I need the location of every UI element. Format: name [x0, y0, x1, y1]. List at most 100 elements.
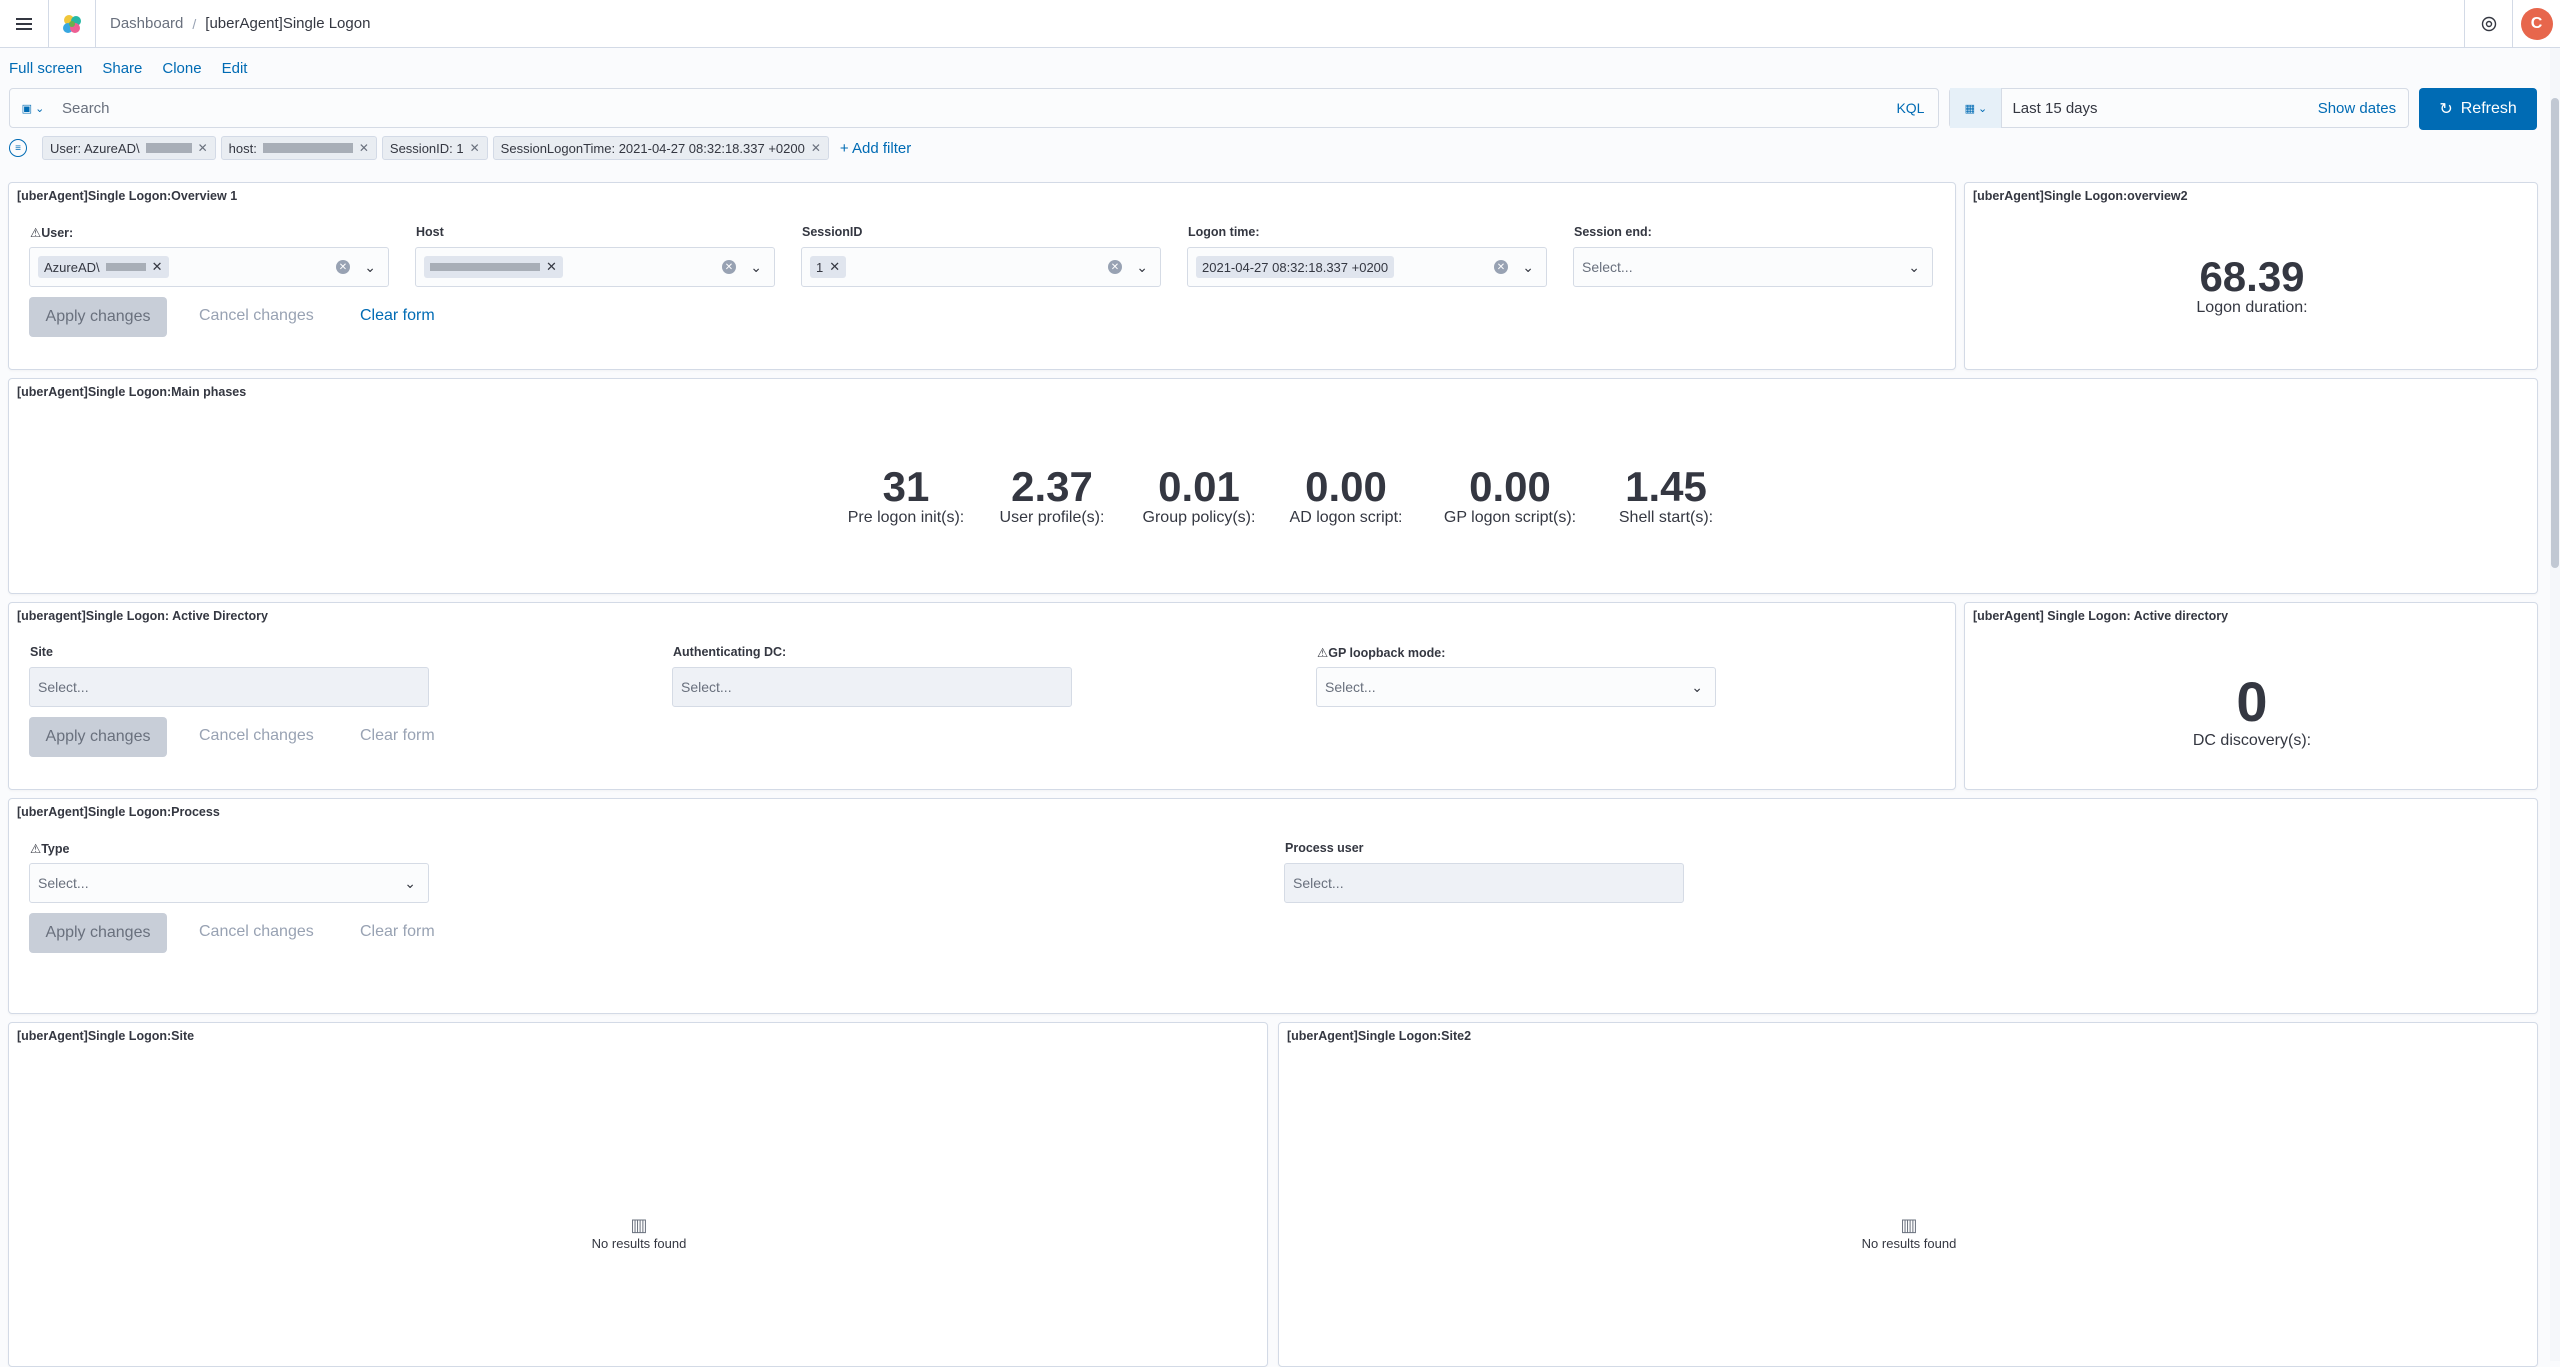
menu-toggle-icon[interactable]: [0, 0, 48, 48]
chevron-down-icon[interactable]: ⌄: [1691, 678, 1703, 695]
remove-chip-icon[interactable]: ✕: [546, 259, 557, 274]
scrollbar-thumb[interactable]: [2551, 98, 2559, 568]
clear-icon[interactable]: ✕: [336, 260, 350, 274]
edit-link[interactable]: Edit: [221, 59, 248, 77]
metric-label: Shell start(s):: [1618, 509, 1714, 527]
host-chip: ✕: [424, 256, 563, 278]
remove-filter-icon[interactable]: ✕: [810, 141, 821, 155]
calendar-icon[interactable]: ▦ ⌄: [1950, 88, 2003, 128]
metric-value: 0.00: [1305, 463, 1387, 510]
filter-pill-logontime[interactable]: SessionLogonTime: 2021-04-27 08:32:18.33…: [492, 136, 829, 160]
metric-label: DC discovery(s):: [2192, 731, 2312, 749]
remove-chip-icon[interactable]: ✕: [829, 259, 841, 274]
add-filter-button[interactable]: + Add filter: [839, 139, 912, 157]
panel-title: [uberagent]Single Logon: Active Director…: [17, 609, 268, 623]
search-input[interactable]: Search: [62, 99, 110, 117]
filter-pill-session[interactable]: SessionID: 1 ✕: [381, 136, 488, 160]
page-scrollbar[interactable]: [2550, 48, 2560, 1361]
show-dates-button[interactable]: Show dates: [2317, 99, 2397, 117]
remove-filter-icon[interactable]: ✕: [469, 141, 480, 155]
metric-value: 0.00: [1469, 463, 1551, 510]
panel-ad-metric: [uberAgent] Single Logon: Active directo…: [1964, 602, 2538, 790]
session-end-combo[interactable]: Select... ⌄: [1573, 247, 1933, 287]
redacted-block: [145, 143, 192, 153]
type-combo[interactable]: Select... ⌄: [29, 863, 429, 903]
panel-title: [uberAgent]Single Logon:Site: [17, 1029, 195, 1043]
chevron-down-icon[interactable]: ⌄: [1908, 258, 1920, 275]
remove-filter-icon[interactable]: ✕: [197, 141, 208, 155]
metric-value: 31: [882, 463, 930, 510]
panel-overview2: [uberAgent]Single Logon:overview2 68.39 …: [1964, 182, 2538, 370]
elastic-logo-icon[interactable]: [48, 0, 96, 48]
warning-icon: ⚠: [1317, 646, 1329, 660]
panel-main-phases: [uberAgent]Single Logon:Main phases 31 P…: [8, 378, 2538, 594]
ad-logon-script-metric: 0.00 AD logon script:: [1273, 463, 1419, 527]
breadcrumb: Dashboard / [uberAgent]Single Logon: [96, 15, 370, 32]
session-combo[interactable]: 1 ✕ ✕ ⌄: [801, 247, 1161, 287]
host-combo[interactable]: ✕ ✕ ⌄: [415, 247, 775, 287]
dc-discovery-metric: 0 DC discovery(s):: [1965, 672, 2539, 750]
redacted-block: [262, 143, 353, 153]
clear-form-button[interactable]: Clear form: [360, 727, 435, 744]
warning-icon: ⚠: [30, 226, 42, 240]
chevron-down-icon[interactable]: ⌄: [1136, 258, 1148, 275]
kql-toggle[interactable]: KQL: [1896, 100, 1925, 116]
user-profile-metric: 2.37 User profile(s):: [979, 464, 1125, 527]
panel-ad-controls: [uberagent]Single Logon: Active Director…: [8, 602, 1956, 790]
remove-chip-icon[interactable]: ✕: [151, 259, 163, 274]
full-screen-link[interactable]: Full screen: [9, 59, 83, 77]
select-placeholder: Select...: [38, 875, 89, 891]
clear-icon[interactable]: ✕: [1108, 260, 1122, 274]
top-nav-bar: Dashboard / [uberAgent]Single Logon C: [0, 0, 2560, 48]
cancel-changes-button[interactable]: Cancel changes: [199, 727, 314, 744]
time-range[interactable]: Last 15 days: [2012, 99, 2098, 117]
auth-dc-combo[interactable]: Select...: [672, 667, 1072, 707]
breadcrumb-current: [uberAgent]Single Logon: [205, 15, 371, 32]
process-user-combo[interactable]: Select...: [1284, 863, 1684, 903]
logon-time-label: Logon time:: [1188, 225, 1260, 239]
clear-icon[interactable]: ✕: [1494, 260, 1508, 274]
gp-loopback-combo[interactable]: Select... ⌄: [1316, 667, 1716, 707]
user-chip: AzureAD\ ✕: [38, 256, 169, 278]
help-icon[interactable]: [2464, 0, 2512, 48]
clear-form-button[interactable]: Clear form: [360, 923, 435, 940]
query-bar: ▣ ⌄ Search KQL ▦ ⌄ Last 15 days Show dat…: [9, 88, 2537, 130]
search-container: ▣ ⌄ Search KQL: [9, 88, 1940, 128]
filter-options-icon[interactable]: ≡: [9, 139, 27, 157]
chevron-down-icon[interactable]: ⌄: [364, 258, 376, 275]
share-link[interactable]: Share: [102, 59, 143, 77]
pre-logon-metric: 31 Pre logon init(s):: [833, 463, 979, 527]
panel-title: [uberAgent]Single Logon:Site2: [1287, 1029, 1472, 1043]
chevron-down-icon[interactable]: ⌄: [750, 258, 762, 275]
clear-icon[interactable]: ✕: [722, 260, 736, 274]
site-label: Site: [30, 645, 53, 659]
filter-pill-user[interactable]: User: AzureAD\ ✕: [42, 136, 216, 160]
dashboard-actions: Full screen Share Clone Edit: [0, 56, 267, 80]
user-menu[interactable]: C: [2512, 0, 2560, 48]
user-label: ⚠User:: [30, 226, 74, 240]
clear-form-button[interactable]: Clear form: [360, 307, 435, 324]
apply-changes-button[interactable]: Apply changes: [29, 717, 167, 757]
gp-loopback-label: ⚠GP loopback mode:: [1317, 646, 1446, 660]
avatar[interactable]: C: [2520, 8, 2553, 40]
filter-bar: ≡ User: AzureAD\ ✕ host: ✕ SessionID: 1 …: [9, 134, 911, 162]
remove-filter-icon[interactable]: ✕: [358, 141, 369, 155]
metric-label: Logon duration:: [2196, 299, 2308, 317]
chevron-down-icon[interactable]: ⌄: [1522, 258, 1534, 275]
metric-value: 1.45: [1625, 463, 1707, 510]
apply-changes-button[interactable]: Apply changes: [29, 913, 167, 953]
clone-link[interactable]: Clone: [162, 59, 202, 77]
user-combo[interactable]: AzureAD\ ✕ ✕ ⌄: [29, 247, 389, 287]
filter-pill-host[interactable]: host: ✕: [220, 136, 377, 160]
metric-label: AD logon script:: [1289, 509, 1403, 527]
apply-changes-button[interactable]: Apply changes: [29, 297, 167, 337]
refresh-button[interactable]: ↻ Refresh: [2419, 88, 2537, 130]
logon-time-combo[interactable]: 2021-04-27 08:32:18.337 +0200 ✕ ⌄: [1187, 247, 1547, 287]
saved-query-icon[interactable]: ▣ ⌄: [21, 102, 45, 115]
chevron-down-icon[interactable]: ⌄: [404, 874, 416, 891]
cancel-changes-button[interactable]: Cancel changes: [199, 923, 314, 940]
breadcrumb-dashboard[interactable]: Dashboard: [110, 15, 184, 32]
cancel-changes-button[interactable]: Cancel changes: [199, 307, 314, 324]
site-combo[interactable]: Select...: [29, 667, 429, 707]
panel-site2: [uberAgent]Single Logon:Site2 ▥ No resul…: [1278, 1022, 2538, 1367]
